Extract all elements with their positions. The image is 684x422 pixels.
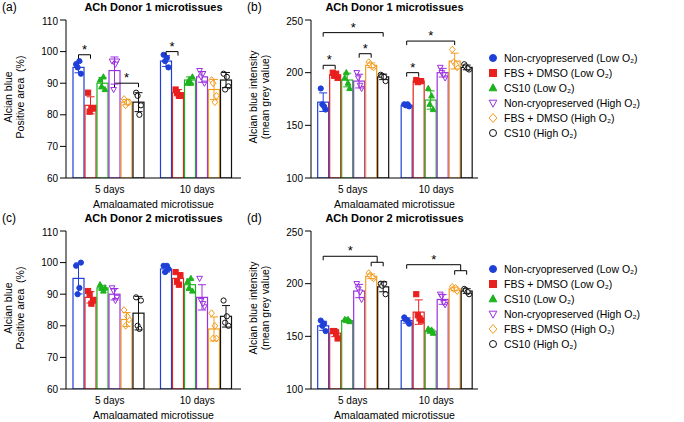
html-text:Non-cryopreserved (Low O₂): Non-cryopreserved (Low O₂) — [504, 262, 638, 275]
svg-text:90: 90 — [47, 78, 59, 89]
svg-text:90: 90 — [47, 289, 59, 300]
html-text:(c): (c) — [2, 211, 16, 225]
svg-text:Amalgamated microtissue: Amalgamated microtissue — [334, 409, 455, 419]
svg-text:200: 200 — [286, 278, 303, 289]
svg-text:*: * — [82, 42, 87, 57]
svg-text:5 days: 5 days — [338, 395, 367, 406]
svg-text:60: 60 — [47, 384, 59, 395]
html-text:FBS + DMSO (High O₂): FBS + DMSO (High O₂) — [504, 322, 615, 335]
svg-text:10 days: 10 days — [180, 395, 215, 406]
svg-text:100: 100 — [41, 257, 58, 268]
svg-text:5 days: 5 days — [95, 184, 124, 195]
html-text:Non-cryopreserved (High O₂): Non-cryopreserved (High O₂) — [504, 96, 640, 109]
svg-text:Amalgamated microtissue: Amalgamated microtissue — [334, 198, 455, 208]
html-text:Alcian blue intensity: Alcian blue intensity — [247, 261, 259, 355]
svg-text:80: 80 — [47, 109, 59, 120]
html-text:CS10 (High O₂): CS10 (High O₂) — [504, 126, 577, 139]
svg-text:*: * — [410, 60, 415, 75]
svg-text:*: * — [428, 28, 433, 43]
svg-text:Amalgamated microtissue: Amalgamated microtissue — [93, 198, 214, 208]
svg-text:70: 70 — [47, 352, 59, 363]
svg-text:100: 100 — [286, 384, 303, 395]
html-text:ACh Donor 1 microtissues: ACh Donor 1 microtissues — [325, 1, 464, 13]
html-text:ACh Donor 2 microtissues: ACh Donor 2 microtissues — [84, 212, 223, 224]
svg-text:*: * — [169, 39, 174, 54]
html-text:Positive area (%): Positive area (%) — [14, 55, 26, 139]
html-text:Alcian blue: Alcian blue — [2, 282, 14, 334]
svg-text:10 days: 10 days — [419, 395, 454, 406]
html-text:Positive area (%): Positive area (%) — [14, 266, 26, 350]
html-text:FBS + DMSO (Low O₂): FBS + DMSO (Low O₂) — [504, 66, 613, 79]
svg-text:10 days: 10 days — [419, 184, 454, 195]
html-text:(mean grey value): (mean grey value) — [259, 54, 271, 140]
html-text:Non-cryopreserved (High O₂): Non-cryopreserved (High O₂) — [504, 307, 640, 320]
svg-text:250: 250 — [286, 227, 303, 238]
svg-text:100: 100 — [286, 173, 303, 184]
html-text:CS10 (High O₂): CS10 (High O₂) — [504, 337, 577, 350]
svg-text:5 days: 5 days — [95, 395, 124, 406]
html-text:(d): (d) — [247, 211, 262, 225]
svg-text:60: 60 — [47, 173, 59, 184]
svg-text:*: * — [363, 41, 368, 56]
html-text:FBS + DMSO (Low O₂): FBS + DMSO (Low O₂) — [504, 277, 613, 290]
html-text:ACh Donor 2 microtissues: ACh Donor 2 microtissues — [325, 212, 464, 224]
svg-text:80: 80 — [47, 320, 59, 331]
svg-text:10 days: 10 days — [180, 184, 215, 195]
html-text:(b): (b) — [247, 0, 262, 14]
html-text:CS10 (Low O₂): CS10 (Low O₂) — [504, 292, 575, 305]
html-text:ACh Donor 1 microtissues: ACh Donor 1 microtissues — [84, 1, 223, 13]
html-text:FBS + DMSO (High O₂): FBS + DMSO (High O₂) — [504, 111, 615, 124]
html-text:Alcian blue: Alcian blue — [2, 71, 14, 123]
svg-text:*: * — [327, 52, 332, 67]
svg-text:110: 110 — [42, 16, 58, 27]
html-text:Alcian blue intensity: Alcian blue intensity — [247, 50, 259, 144]
svg-text:250: 250 — [286, 16, 303, 27]
svg-text:Amalgamated microtissue: Amalgamated microtissue — [93, 409, 214, 419]
svg-text:*: * — [351, 20, 356, 35]
html-text:(a): (a) — [2, 0, 17, 14]
svg-text:*: * — [124, 70, 129, 85]
svg-text:110: 110 — [42, 227, 58, 238]
svg-text:100: 100 — [41, 46, 58, 57]
html-text:(mean grey value): (mean grey value) — [259, 265, 271, 351]
html-text:Non-cryopreserved (Low O₂): Non-cryopreserved (Low O₂) — [504, 51, 638, 64]
svg-text:200: 200 — [286, 67, 303, 78]
svg-text:150: 150 — [286, 120, 303, 131]
svg-text:70: 70 — [47, 141, 59, 152]
svg-text:150: 150 — [286, 331, 303, 342]
svg-text:*: * — [431, 252, 436, 267]
svg-text:5 days: 5 days — [338, 184, 367, 195]
svg-text:*: * — [348, 243, 353, 258]
html-text:CS10 (Low O₂): CS10 (Low O₂) — [504, 81, 575, 94]
